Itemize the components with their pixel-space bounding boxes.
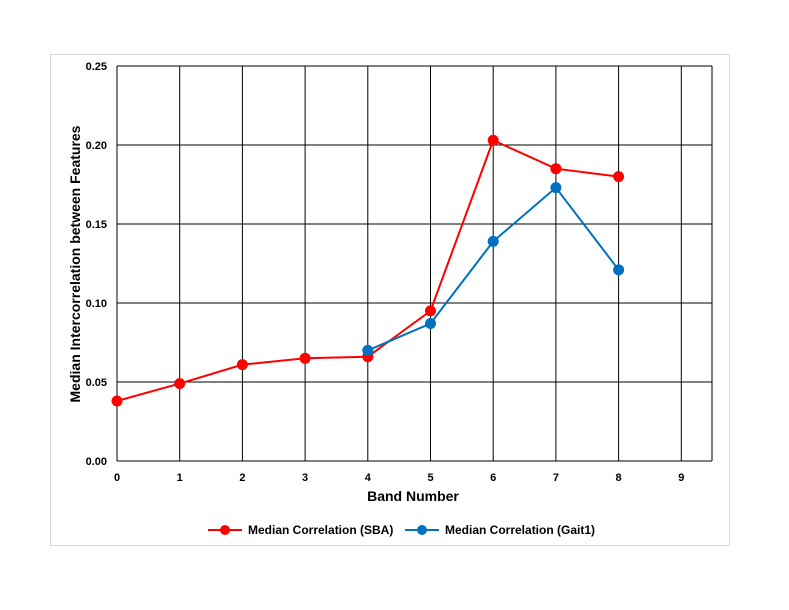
legend-label: Median Correlation (Gait1) [445, 523, 595, 537]
x-tick-label: 6 [490, 472, 496, 484]
x-tick-label: 5 [427, 472, 433, 484]
legend-marker [220, 525, 230, 535]
legend-label: Median Correlation (SBA) [248, 523, 393, 537]
y-axis-ticks: 0.00 0.05 0.10 0.15 0.20 0.25 [86, 61, 107, 468]
data-point [174, 378, 186, 390]
legend-marker [417, 525, 427, 535]
x-tick-label: 9 [678, 472, 684, 484]
y-tick-label: 0.20 [86, 140, 107, 152]
y-tick-label: 0.05 [86, 377, 107, 389]
legend: Median Correlation (SBA) Median Correlati… [208, 523, 595, 537]
y-tick-label: 0.15 [86, 219, 107, 231]
x-axis-title: Band Number [367, 488, 459, 504]
x-tick-label: 7 [553, 472, 559, 484]
data-point [613, 264, 625, 276]
x-tick-label: 3 [302, 472, 308, 484]
data-point [550, 182, 562, 194]
series-group [111, 134, 625, 407]
y-axis-title: Median Intercorrelation between Features [67, 125, 83, 402]
x-axis-ticks: 0 1 2 3 4 5 6 7 8 9 [114, 472, 684, 484]
data-point [236, 359, 248, 371]
y-tick-label: 0.00 [86, 456, 107, 468]
y-tick-label: 0.25 [86, 61, 107, 73]
data-point [362, 344, 374, 356]
x-tick-label: 4 [365, 472, 372, 484]
data-point [487, 134, 499, 146]
data-point [425, 318, 436, 330]
x-tick-label: 0 [114, 472, 120, 484]
chart-frame [50, 54, 730, 546]
x-tick-label: 1 [177, 472, 183, 484]
y-tick-label: 0.10 [86, 298, 107, 310]
x-tick-label: 8 [616, 472, 622, 484]
data-point [487, 235, 499, 247]
data-point [425, 305, 436, 317]
data-point [299, 352, 311, 364]
data-point [111, 395, 123, 407]
x-tick-label: 2 [239, 472, 245, 484]
grid [116, 65, 713, 462]
data-point [550, 163, 562, 175]
data-point [613, 171, 625, 183]
